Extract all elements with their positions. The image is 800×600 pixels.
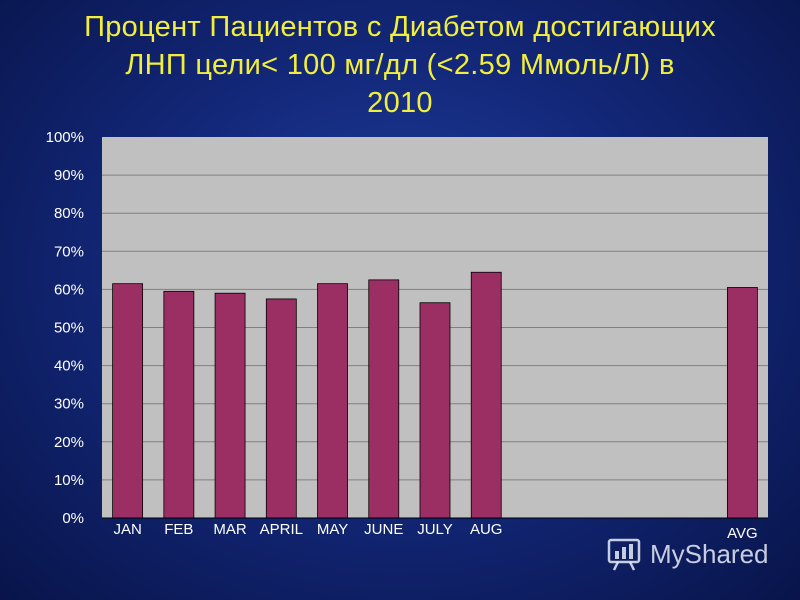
y-tick-label: 0% bbox=[62, 510, 84, 527]
slide-title: Процент Пациентов с Диабетом достигающих… bbox=[20, 8, 780, 122]
x-tick-label: FEB bbox=[164, 521, 193, 538]
bar bbox=[265, 298, 297, 519]
bar bbox=[317, 283, 348, 519]
y-tick-label: 10% bbox=[54, 472, 84, 489]
x-tick-label: MAR bbox=[213, 521, 247, 538]
y-tick-label: 40% bbox=[54, 358, 84, 375]
y-tick-label: 50% bbox=[54, 320, 84, 337]
bar bbox=[112, 283, 144, 519]
x-tick-label: AVG bbox=[727, 525, 758, 542]
y-tick-label: 30% bbox=[54, 396, 84, 413]
watermark: MyShared bbox=[606, 536, 769, 572]
x-tick-label: JUNE bbox=[364, 521, 403, 538]
y-tick-label: 80% bbox=[54, 205, 84, 222]
presentation-board-icon bbox=[607, 538, 641, 571]
y-axis-ticks: 0% 10% 20% 30% 40% 50% 60% 70% 80% 90% 100% bbox=[46, 129, 84, 527]
bar bbox=[214, 292, 246, 519]
bar bbox=[419, 302, 451, 519]
y-tick-label: 20% bbox=[54, 434, 84, 451]
title-line-2: ЛНП цели< 100 мг/дл (<2.59 Ммоль/Л) в bbox=[125, 49, 675, 81]
y-tick-label: 100% bbox=[46, 129, 84, 146]
x-axis-ticks: JAN FEB MAR APRIL MAY JUNE JULY AUG AVG bbox=[113, 521, 757, 542]
bar bbox=[726, 287, 758, 519]
x-tick-label: AUG bbox=[470, 521, 503, 538]
x-tick-label: JAN bbox=[113, 521, 141, 538]
y-tick-label: 60% bbox=[54, 281, 84, 298]
bar bbox=[368, 279, 400, 519]
bars bbox=[112, 271, 758, 519]
title-line-1: Процент Пациентов с Диабетом достигающих bbox=[84, 11, 716, 43]
x-tick-label: APRIL bbox=[260, 521, 303, 538]
bar bbox=[470, 271, 502, 519]
y-tick-label: 90% bbox=[54, 167, 84, 184]
y-tick-label: 70% bbox=[54, 243, 84, 260]
x-tick-label: JULY bbox=[417, 521, 453, 538]
bar bbox=[163, 290, 195, 519]
x-tick-label: MAY bbox=[317, 521, 348, 538]
title-line-3: 2010 bbox=[367, 87, 433, 119]
watermark-text: MyShared bbox=[650, 538, 769, 569]
